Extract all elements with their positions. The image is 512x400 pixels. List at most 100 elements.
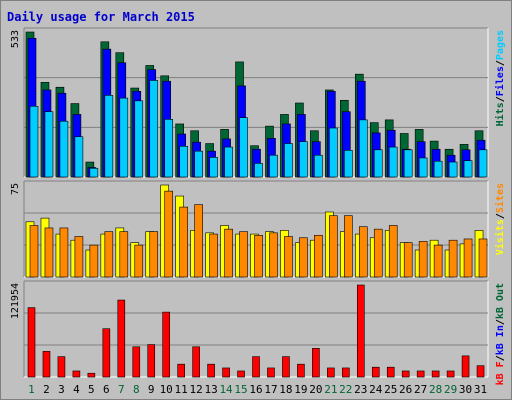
x-label-day-26: 26 xyxy=(399,383,412,396)
x-label-day-2: 2 xyxy=(43,383,50,396)
y-max-label: 533 xyxy=(10,30,21,48)
bar-kb-f-day-15 xyxy=(237,370,245,378)
bar-pages-day-14 xyxy=(224,146,233,178)
bar-sites-day-24 xyxy=(373,228,383,278)
bar-pages-day-27 xyxy=(418,157,428,178)
legend-item: / xyxy=(495,355,506,361)
bar-sites-day-27 xyxy=(418,241,428,278)
bar-sites-day-3 xyxy=(59,227,69,278)
bar-kb-f-day-14 xyxy=(222,367,230,378)
bar-kb-f-day-8 xyxy=(132,346,141,378)
x-label-day-4: 4 xyxy=(73,383,80,396)
x-label-day-20: 20 xyxy=(309,383,322,396)
bar-sites-day-11 xyxy=(179,206,188,278)
legend-item: / xyxy=(495,60,506,66)
panel-middle: 75 Visits/Sites xyxy=(10,180,506,278)
bar-pages-day-6 xyxy=(104,95,114,178)
x-label-day-31: 31 xyxy=(474,383,487,396)
bar-pages-day-30 xyxy=(463,160,473,178)
bar-kb-f-day-22 xyxy=(342,367,350,378)
bar-sites-day-10 xyxy=(164,190,174,278)
x-label-day-19: 19 xyxy=(294,383,307,396)
bar-kb-f-day-16 xyxy=(252,356,260,378)
bar-pages-day-11 xyxy=(179,145,188,178)
legend-item: / xyxy=(495,96,506,102)
bar-pages-day-8 xyxy=(134,100,144,178)
x-label-day-10: 10 xyxy=(160,383,173,396)
x-axis-labels: 1 2 3 4 5 6 7 8 9 10 11 12 13 14 15 16 17 18 19 20 21 22 23 24 2… xyxy=(28,383,487,396)
bar-pages-day-25 xyxy=(388,146,398,178)
legend-item: kB In xyxy=(495,325,506,355)
x-label-day-11: 11 xyxy=(175,383,188,396)
bar-kb-f-day-10 xyxy=(162,311,171,378)
bar-pages-day-4 xyxy=(74,136,84,178)
bar-sites-day-26 xyxy=(403,242,413,278)
bar-kb-f-day-29 xyxy=(446,370,455,378)
bar-kb-f-day-9 xyxy=(147,344,156,378)
bar-sites-day-21 xyxy=(329,215,338,278)
bar-pages-day-29 xyxy=(448,161,458,178)
bar-kb-f-day-3 xyxy=(57,356,66,378)
legend-item: Files xyxy=(494,66,506,96)
x-label-day-3: 3 xyxy=(58,383,65,396)
x-label-day-23: 23 xyxy=(354,383,367,396)
bar-sites-day-30 xyxy=(463,238,473,278)
x-label-day-7: 7 xyxy=(118,383,125,396)
bar-kb-f-day-19 xyxy=(297,363,305,378)
bar-pages-day-23 xyxy=(358,119,368,178)
y-max-label: 75 xyxy=(10,183,21,195)
bar-pages-day-15 xyxy=(239,117,248,178)
bar-kb-f-day-6 xyxy=(102,328,111,378)
x-label-day-9: 9 xyxy=(148,383,155,396)
x-label-day-8: 8 xyxy=(133,383,140,396)
bar-pages-day-17 xyxy=(269,154,278,178)
bar-sites-day-15 xyxy=(239,231,248,278)
legend-top: Hits/Files/Pages xyxy=(494,30,506,126)
x-label-day-17: 17 xyxy=(264,383,277,396)
bar-kb-f-day-7 xyxy=(117,299,126,378)
chart-title: Daily usage for March 2015 xyxy=(7,10,195,24)
bar-pages-day-1 xyxy=(29,105,39,178)
bar-kb-f-day-23 xyxy=(356,284,365,378)
bar-kb-f-day-4 xyxy=(72,370,81,378)
x-label-day-14: 14 xyxy=(219,383,233,396)
bar-sites-day-7 xyxy=(119,231,129,278)
x-label-day-29: 29 xyxy=(444,383,457,396)
bar-sites-day-29 xyxy=(448,239,458,278)
bar-kb-f-day-11 xyxy=(177,363,185,378)
bar-sites-day-5 xyxy=(89,244,99,278)
bar-kb-f-day-20 xyxy=(312,348,320,378)
bar-sites-day-6 xyxy=(104,231,114,278)
bar-sites-day-31 xyxy=(478,238,488,278)
x-label-day-24: 24 xyxy=(369,383,383,396)
bar-pages-day-16 xyxy=(254,163,263,178)
bar-kb-f-day-12 xyxy=(192,346,200,378)
legend-item: Pages xyxy=(495,30,506,60)
bar-pages-day-20 xyxy=(314,154,323,178)
bar-pages-day-24 xyxy=(373,149,383,178)
legend-middle: Visits/Sites xyxy=(494,183,506,255)
bar-sites-day-23 xyxy=(358,226,368,278)
bar-kb-f-day-25 xyxy=(386,366,395,378)
legend-item: / xyxy=(495,319,506,325)
bar-pages-day-10 xyxy=(164,119,174,178)
bar-pages-day-9 xyxy=(149,80,159,178)
bar-kb-f-day-17 xyxy=(267,367,275,378)
x-label-day-13: 13 xyxy=(204,383,217,396)
bar-sites-day-4 xyxy=(74,236,84,278)
bar-sites-day-8 xyxy=(134,244,144,278)
bar-pages-day-18 xyxy=(284,143,293,178)
x-label-day-16: 16 xyxy=(249,383,262,396)
bar-pages-day-7 xyxy=(119,97,129,178)
legend-item: kB F xyxy=(495,361,506,385)
bar-pages-day-22 xyxy=(344,150,353,178)
bar-kb-f-day-30 xyxy=(461,355,470,378)
bar-sites-day-17 xyxy=(269,232,278,278)
bar-kb-f-day-18 xyxy=(282,356,290,378)
x-label-day-27: 27 xyxy=(414,383,427,396)
bar-sites-day-16 xyxy=(254,234,263,278)
x-label-day-1: 1 xyxy=(28,383,35,396)
legend-item: / xyxy=(495,213,506,219)
x-label-day-30: 30 xyxy=(459,383,472,396)
